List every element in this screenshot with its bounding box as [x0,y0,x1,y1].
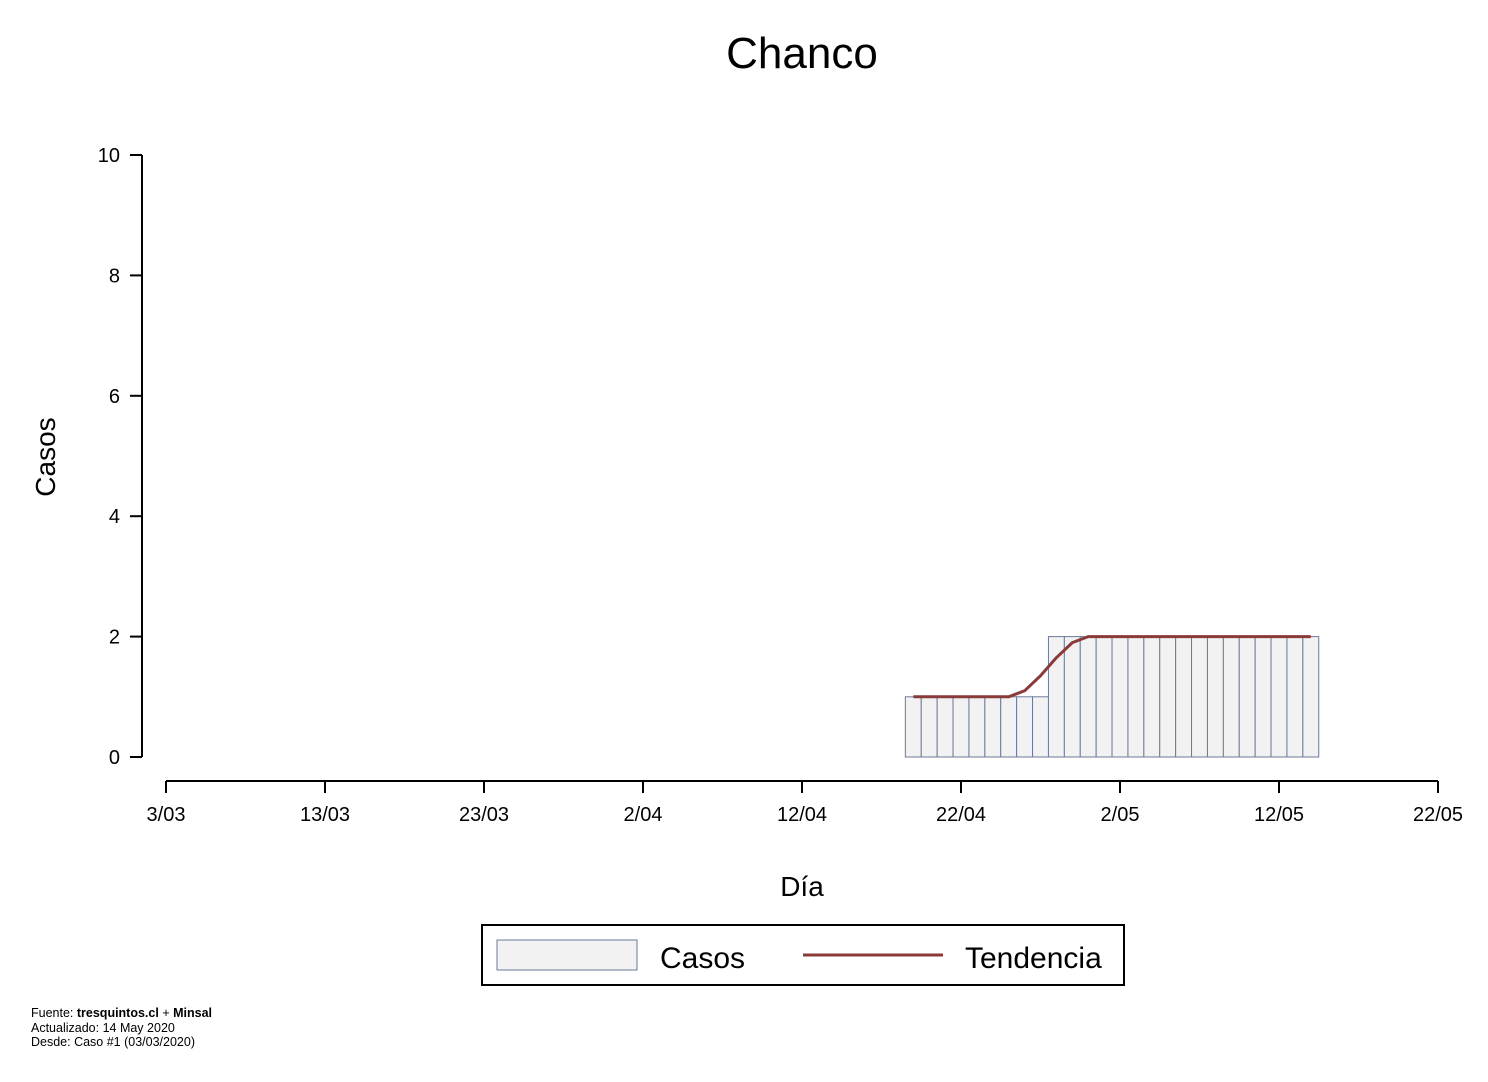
footer-notes: Fuente: tresquintos.cl + Minsal Actualiz… [31,1006,212,1050]
legend-label-casos: Casos [660,942,745,975]
bar-2020-04-22 [952,696,970,758]
bar-2020-04-21 [936,696,954,758]
x-tick-label-8: 22/05 [1413,804,1463,826]
x-tick-label-4: 12/04 [777,804,827,826]
x-tick-label-3: 2/04 [624,804,663,826]
bar-2020-05-02 [1111,636,1129,758]
bar-2020-05-07 [1191,636,1208,758]
y-tick-label-6: 6 [109,386,120,408]
legend: Casos Tendencia [481,924,1125,986]
bar-2020-04-20 [920,696,938,758]
footer-since: Desde: Caso #1 (03/03/2020) [31,1035,195,1049]
bar-2020-05-06 [1175,636,1193,758]
bar-2020-05-01 [1095,636,1113,758]
bar-2020-04-28 [1047,636,1065,758]
bar-2020-05-05 [1159,636,1177,758]
bar-2020-05-14 [1302,636,1320,758]
x-tick-label-5: 22/04 [936,804,986,826]
legend-swatch-casos [496,939,638,971]
bar-2020-05-08 [1206,636,1224,758]
legend-label-tendencia: Tendencia [965,942,1102,975]
y-tick-label-0: 0 [109,747,120,769]
bar-2020-04-30 [1079,636,1097,758]
chart-title: Chanco [726,29,878,78]
bar-2020-04-26 [1016,696,1034,758]
bar-2020-04-24 [984,696,1002,758]
bar-2020-05-11 [1254,636,1272,758]
x-tick-label-1: 13/03 [300,804,350,826]
trend-line [913,635,1311,699]
footer-source-org: Minsal [173,1006,212,1020]
y-axis: 0 2 4 6 8 10 [98,145,143,769]
bar-2020-04-25 [1000,696,1018,758]
x-tick-label-0: 3/03 [147,804,186,826]
bar-2020-05-03 [1127,636,1145,758]
y-tick-label-8: 8 [109,265,120,287]
bar-2020-05-13 [1286,636,1304,758]
y-tick-label-10: 10 [98,145,120,167]
bar-2020-05-12 [1270,636,1288,758]
footer-source: Fuente: tresquintos.cl + Minsal [31,1006,212,1020]
bar-2020-05-10 [1238,636,1256,758]
x-axis: 3/03 13/03 23/03 2/04 12/04 22/04 2/05 12/05 22/… [147,780,1463,826]
x-tick-label-7: 12/05 [1254,804,1304,826]
x-tick-label-2: 23/03 [459,804,509,826]
bar-2020-04-29 [1063,636,1081,758]
footer-updated: Actualizado: 14 May 2020 [31,1020,175,1035]
bar-2020-05-09 [1222,636,1240,758]
x-axis-label: Día [780,871,824,902]
y-axis-label: Casos [30,417,61,496]
bar-2020-04-27 [1032,696,1049,758]
y-tick-label-4: 4 [109,506,120,528]
x-tick-label-6: 2/05 [1101,804,1140,826]
bar-2020-05-04 [1143,636,1161,758]
bar-2020-04-23 [968,696,986,758]
footer-source-site: tresquintos.cl [76,1006,159,1020]
y-tick-label-2: 2 [109,627,120,649]
bar-2020-04-19 [904,696,922,758]
